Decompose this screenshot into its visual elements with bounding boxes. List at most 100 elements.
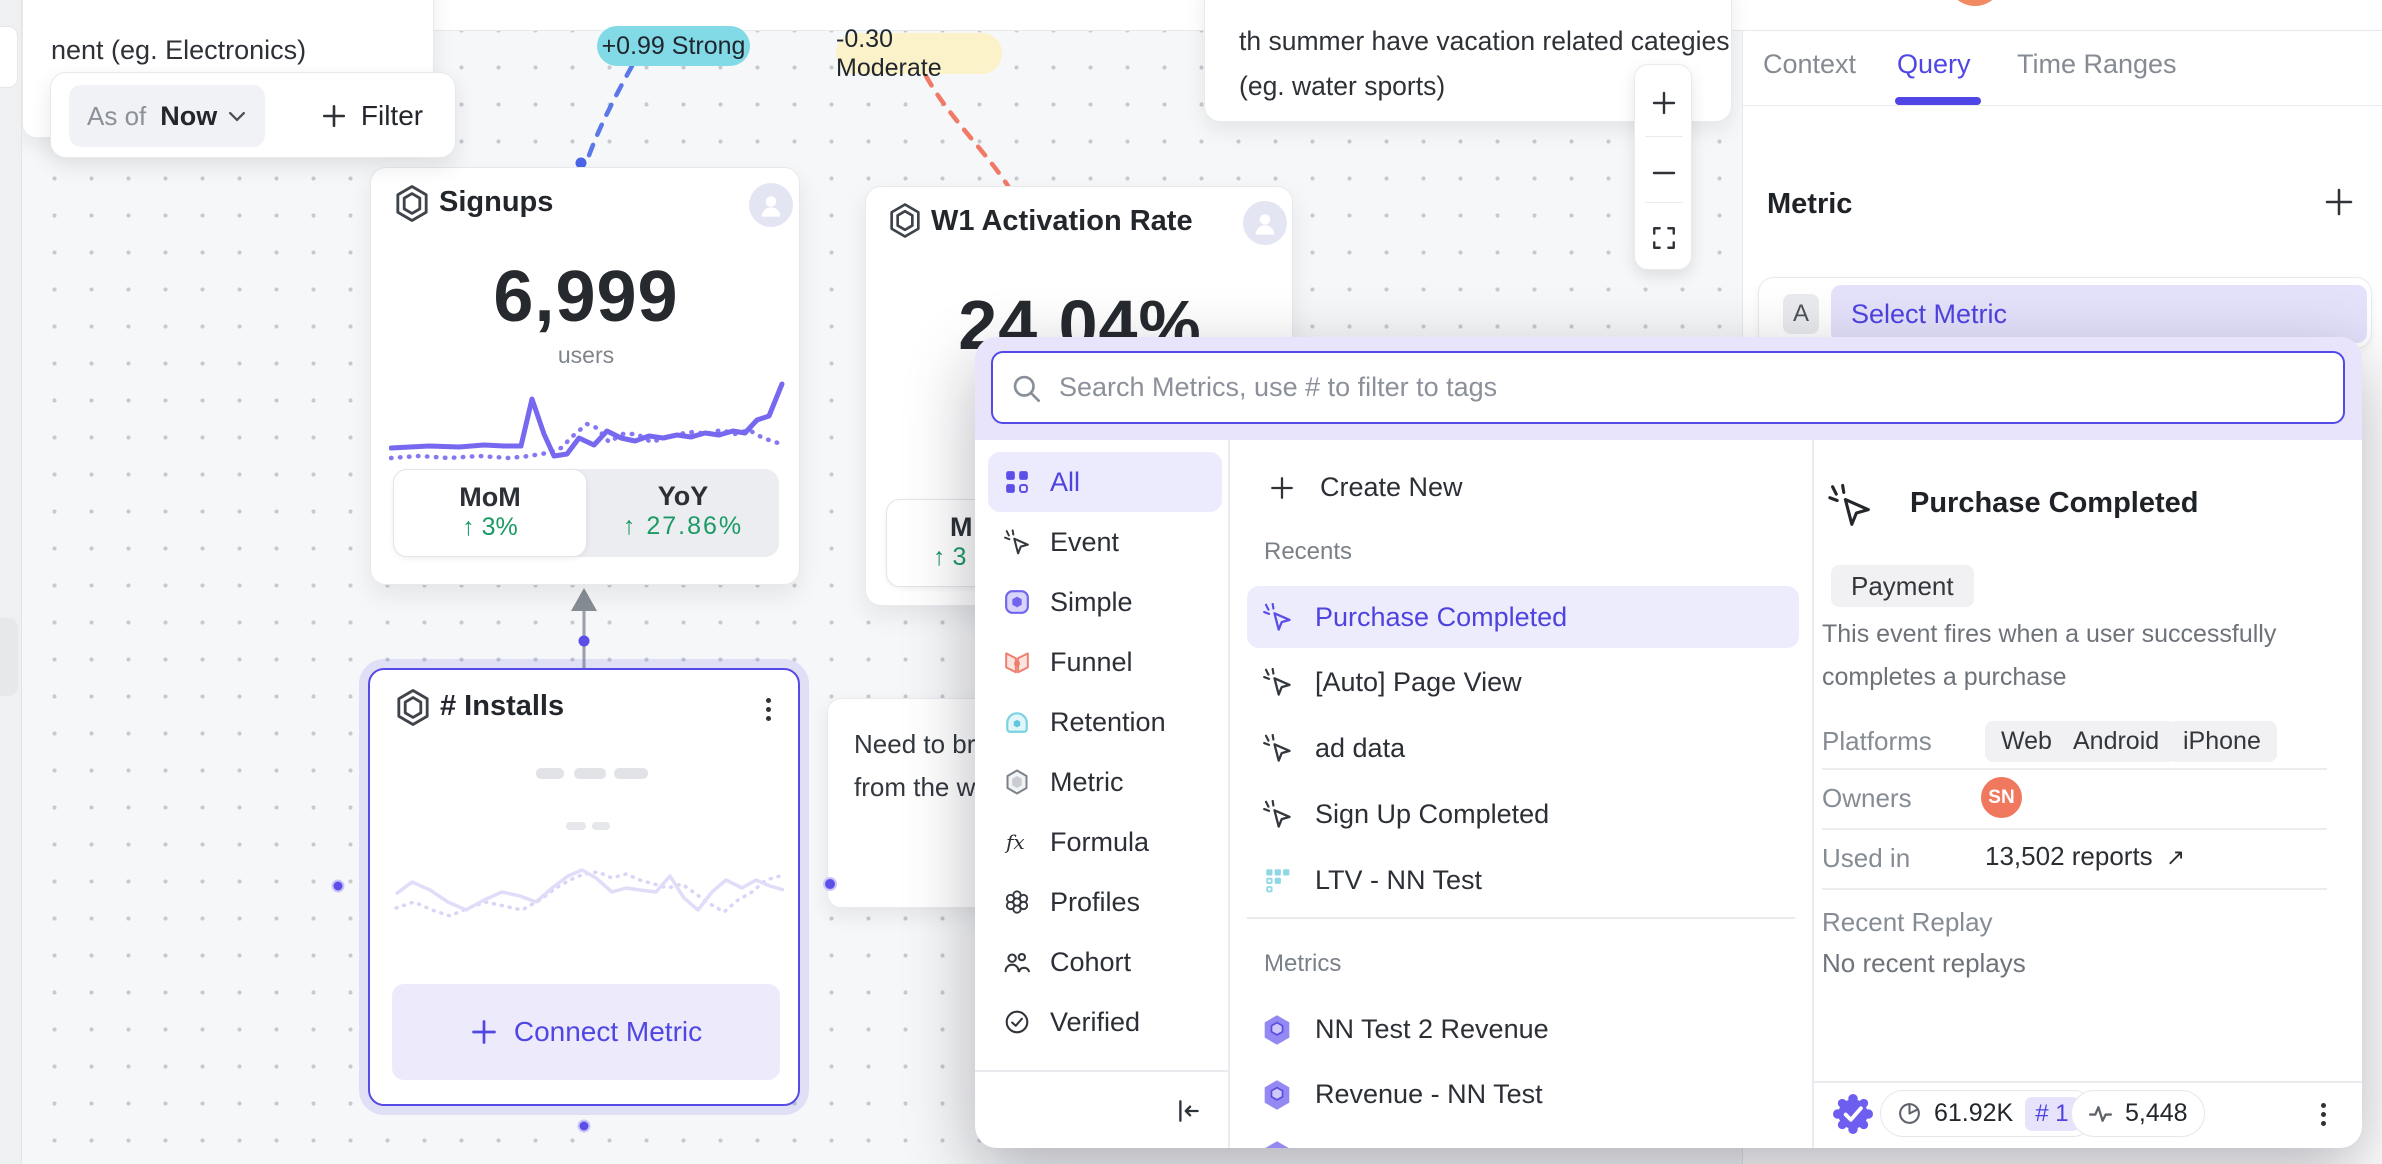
as-of-label: As of — [87, 100, 147, 131]
signups-toggle-mom[interactable]: MoM ↑ 3% — [393, 469, 587, 557]
zoom-in-button[interactable] — [1652, 91, 1676, 115]
category-all[interactable]: All — [988, 452, 1222, 512]
category-cohort[interactable]: Cohort — [988, 932, 1222, 992]
category-formula[interactable]: fx Formula — [988, 812, 1222, 872]
note-card-mid[interactable]: Need to brin from the wa — [827, 698, 992, 908]
metric-row-badge: A — [1783, 294, 1819, 334]
event-spark-icon — [1828, 483, 1872, 529]
list-divider — [1247, 917, 1795, 919]
list-item-auto-page-view[interactable]: [Auto] Page View — [1262, 667, 1522, 698]
list-item-nn-test-2-revenue[interactable]: NN Test 2 Revenue — [1262, 1014, 1549, 1045]
profiles-icon — [1004, 889, 1030, 915]
search-input[interactable] — [1057, 371, 2325, 404]
activation-mom-label: M — [950, 512, 973, 542]
board-toolbar: As of Now Filter — [50, 72, 456, 158]
list-item-revenue-nn-test[interactable]: Revenue - NN Test — [1262, 1079, 1543, 1110]
list-item-ad-data[interactable]: ad data — [1262, 733, 1405, 764]
tab-query[interactable]: Query — [1897, 49, 1971, 79]
category-profiles[interactable]: Profiles — [988, 872, 1222, 932]
correlation-badge-strong[interactable]: +0.99 Strong — [597, 26, 750, 66]
list-item-label: LTV - NN Test — [1315, 865, 1483, 895]
metric-hexagon-icon — [1262, 1140, 1292, 1148]
metric-selector-modal: All Event Simple Funnel Retention — [975, 337, 2362, 1148]
plus-icon — [321, 103, 347, 129]
list-item-sign-up-completed[interactable]: Sign Up Completed — [1262, 799, 1549, 830]
correlation-badge-moderate[interactable]: -0.30 Moderate — [836, 25, 1002, 82]
signups-sparkline — [389, 381, 785, 461]
category-label: Cohort — [1050, 946, 1132, 977]
skeleton-dash — [536, 768, 564, 779]
platform-tag-android: Android — [2057, 721, 2176, 762]
metric-section-title: Metric — [1767, 188, 1853, 220]
metric-hexagon-icon — [1262, 1079, 1292, 1110]
collaborator-avatar — [1947, 0, 2003, 6]
note-mid-line2: from the wa — [854, 772, 990, 802]
usage-count: 61.92K — [1934, 1099, 2014, 1127]
sidebar-footer-divider — [975, 1070, 1228, 1072]
list-item-label: Purchase Completed — [1315, 602, 1568, 632]
used-in-link[interactable]: 13,502 reports ↗ — [1985, 841, 2185, 872]
note-card-topright[interactable]: th summer have vacation related categies… — [1204, 0, 1732, 122]
metric-card-installs[interactable]: # Installs Connect Metric — [368, 668, 800, 1106]
zoom-out-button[interactable] — [1652, 161, 1676, 185]
owner-avatar-icon — [1243, 201, 1287, 245]
list-item-purchase-completed[interactable]: Purchase Completed — [1262, 602, 1567, 633]
add-filter-button[interactable]: Filter — [297, 85, 447, 147]
create-new-button[interactable]: Create New — [1267, 472, 1463, 503]
category-event[interactable]: Event — [988, 512, 1222, 572]
event-spark-icon — [1262, 800, 1292, 830]
connect-metric-label: Connect Metric — [513, 1016, 703, 1047]
tab-time-ranges[interactable]: Time Ranges — [2017, 49, 2177, 79]
metric-search[interactable] — [991, 351, 2345, 424]
category-label: Verified — [1050, 1006, 1141, 1037]
signups-title: Signups — [439, 186, 554, 218]
svg-text:fx: fx — [1004, 830, 1025, 854]
list-item-label: [Auto] Page View — [1315, 667, 1522, 697]
kebab-icon[interactable] — [2317, 1099, 2329, 1130]
category-label: Funnel — [1050, 646, 1133, 677]
events-stat-pill[interactable]: 5,448 — [2071, 1090, 2205, 1137]
event-spark-icon — [1262, 734, 1292, 764]
category-verified[interactable]: Verified — [988, 992, 1222, 1052]
zoom-controls — [1634, 64, 1692, 270]
hexagon-metric-icon — [889, 203, 921, 238]
category-retention[interactable]: Retention — [988, 692, 1222, 752]
select-metric-label: Select Metric — [1851, 298, 2008, 329]
recent-replay-value: No recent replays — [1822, 948, 2026, 978]
category-funnel[interactable]: Funnel — [988, 632, 1222, 692]
usage-stat-pill[interactable]: 61.92K # 1 — [1880, 1090, 2096, 1137]
kebab-icon[interactable] — [762, 694, 774, 725]
collapse-sidebar-icon[interactable] — [1175, 1097, 1203, 1125]
select-metric-field[interactable]: Select Metric — [1831, 285, 2367, 343]
skeleton-dash — [614, 768, 648, 779]
metric-card-signups[interactable]: Signups 6,999 users MoM ↑ 3% YoY ↑ 27.86… — [370, 167, 800, 585]
simple-icon — [1004, 589, 1030, 615]
connect-metric-button[interactable]: Connect Metric — [392, 984, 780, 1080]
meta-divider — [1822, 828, 2327, 830]
rail-tab-top[interactable] — [0, 26, 18, 88]
detail-tag: Payment — [1831, 565, 1974, 607]
metric-hexagon-icon — [1262, 1014, 1292, 1045]
category-label: Retention — [1050, 706, 1166, 737]
category-metric[interactable]: Metric — [988, 752, 1222, 812]
rail-tab-mid[interactable] — [0, 618, 18, 696]
owner-avatar[interactable]: SN — [1981, 777, 2022, 818]
note-topright-line1: th summer have vacation related categies — [1239, 26, 1730, 56]
badge-moderate-text: -0.30 Moderate — [836, 24, 942, 82]
fullscreen-icon[interactable] — [1651, 225, 1677, 251]
category-label: Simple — [1050, 586, 1133, 617]
add-metric-button[interactable] — [2323, 186, 2355, 218]
signups-toggle-yoy[interactable]: YoY ↑ 27.86% — [587, 469, 779, 557]
category-simple[interactable]: Simple — [988, 572, 1222, 632]
chevron-down-icon — [229, 111, 246, 122]
yoy-delta: ↑ 27.86% — [622, 512, 744, 540]
category-label: All — [1050, 466, 1081, 497]
detail-description: This event fires when a user successfull… — [1822, 620, 2277, 691]
list-item-label: Revenue - NN Test — [1315, 1079, 1543, 1109]
note-mid-line1: Need to brin — [854, 729, 992, 759]
signups-value: 6,999 — [493, 257, 679, 337]
tab-context[interactable]: Context — [1763, 49, 1857, 79]
as-of-dropdown[interactable]: As of Now — [69, 85, 265, 147]
cohort-icon — [1004, 949, 1030, 975]
list-item-ltv-nn-test[interactable]: LTV - NN Test — [1262, 865, 1482, 896]
